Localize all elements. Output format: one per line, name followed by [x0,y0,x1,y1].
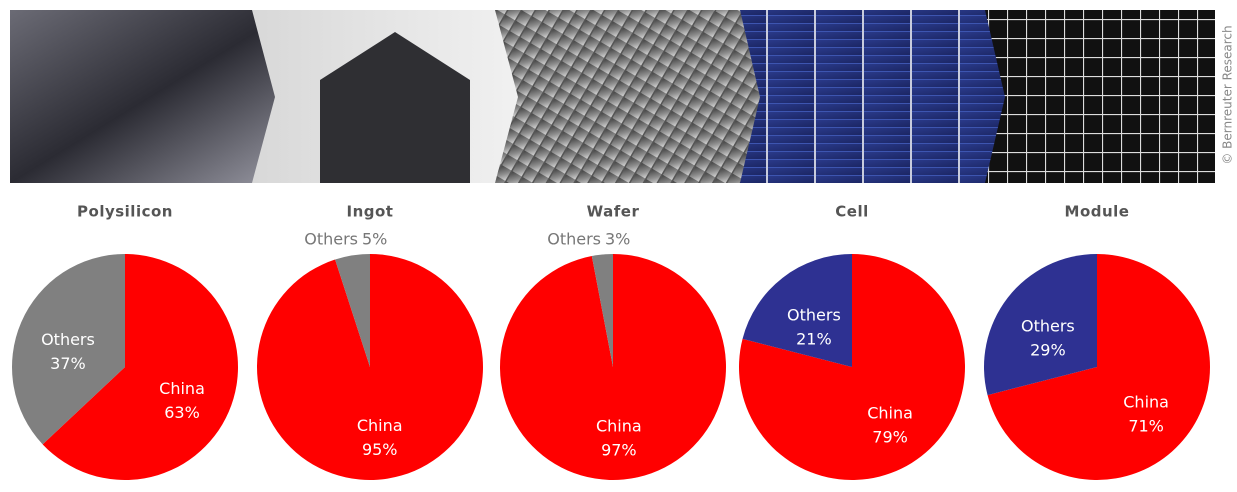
slice-label: China [1123,393,1169,412]
slice-label: China [159,379,205,398]
slice-value-label: 5% [362,230,387,249]
pie-slice [256,254,483,480]
chart-title: Cell [835,203,868,221]
slice-label: Others [547,230,601,249]
slice-label: Others [41,330,95,349]
chart-title: Wafer [587,203,640,221]
credit: © Bernreuter Research [1221,25,1235,164]
slice-label: China [596,416,642,435]
pie-slice [42,254,239,480]
module-image [985,10,1215,183]
slice-value-label: 97% [601,440,637,459]
chart-title: Module [1065,203,1130,221]
slice-value-label: 71% [1128,417,1164,436]
slice-label: Others [787,305,841,324]
pie-slice [335,254,370,367]
pie-slice [12,254,126,445]
ingot-shape [320,32,470,183]
slice-value-label: 79% [872,428,908,447]
pie-slice [742,254,852,367]
slice-value-label: 29% [1030,340,1066,359]
polysilicon-image [10,10,292,183]
pie-slice [987,254,1211,481]
slice-label: China [867,404,913,423]
slice-label: China [357,416,403,435]
chart-title: Polysilicon [77,203,173,221]
slice-value-label: 95% [362,440,398,459]
process-images [10,10,1215,183]
slice-value-label: 21% [796,329,832,348]
chart-title: Ingot [347,203,394,221]
slice-value-label: 63% [164,403,200,422]
wafer-image [495,10,772,183]
slice-value-label: 3% [605,230,630,249]
slice-label: Others [304,230,358,249]
slice-value-label: 37% [50,354,86,373]
pie-slice [984,254,1097,396]
cell-image [740,10,1025,183]
pie-slice [591,254,613,367]
slice-label: Others [1021,316,1075,335]
